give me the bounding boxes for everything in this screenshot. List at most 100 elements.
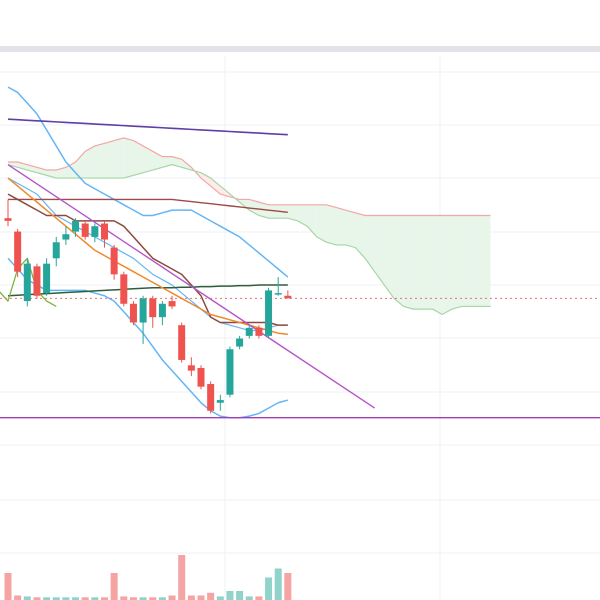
volume-bar xyxy=(43,597,51,600)
cloud-segment xyxy=(480,215,491,307)
candle-body xyxy=(284,295,292,299)
cloud-segment xyxy=(297,204,308,227)
cloud-segment xyxy=(432,215,443,315)
candle-body xyxy=(62,234,70,240)
cloud-segment xyxy=(345,210,356,248)
candle-body xyxy=(265,290,273,336)
volume-bar xyxy=(265,577,273,600)
cloud-segment xyxy=(316,204,327,243)
candle xyxy=(72,218,80,237)
cloud-segment xyxy=(210,178,221,195)
candle xyxy=(226,346,234,398)
candle xyxy=(149,295,157,328)
candle-body xyxy=(187,365,195,371)
candle xyxy=(178,322,186,363)
volume-bar xyxy=(33,597,41,600)
candle xyxy=(274,277,282,296)
candle-body xyxy=(139,298,147,323)
cloud-segment xyxy=(172,156,182,168)
candle-body xyxy=(236,338,244,347)
volume-bar xyxy=(255,596,263,600)
candle xyxy=(265,287,273,339)
candle-body xyxy=(207,384,215,411)
chikou-span-line xyxy=(0,257,57,308)
cloud-segment xyxy=(326,204,337,245)
candle xyxy=(216,394,224,411)
cloud-segment xyxy=(268,204,279,219)
ma-darkgreen-line xyxy=(7,284,288,297)
cloud-segment xyxy=(403,215,414,310)
cloud-segment xyxy=(114,137,124,179)
candles xyxy=(4,199,292,414)
descending-trendline xyxy=(7,164,376,409)
cloud-segment xyxy=(442,215,452,315)
volume-bar xyxy=(139,597,147,600)
candle xyxy=(236,335,244,350)
volume-bar xyxy=(216,596,224,600)
candle-body xyxy=(23,263,31,302)
cloud-segment xyxy=(461,215,472,307)
candle xyxy=(43,258,51,296)
senkou-span-b-line xyxy=(7,164,491,316)
candle xyxy=(139,295,147,344)
candle-body xyxy=(226,349,234,395)
candle xyxy=(284,290,292,299)
candle xyxy=(255,325,263,339)
grid xyxy=(0,56,600,600)
candle-body xyxy=(101,223,108,240)
candle-body xyxy=(158,303,166,318)
cloud-segment xyxy=(143,145,153,173)
volume-bar xyxy=(4,573,12,600)
volume-bar xyxy=(274,568,282,600)
indicator-lines xyxy=(0,86,600,419)
cloud-segment xyxy=(201,172,211,187)
volume-bar xyxy=(81,597,89,600)
candle-body xyxy=(255,327,263,336)
volume-bar xyxy=(149,597,157,600)
bollinger-upper-line xyxy=(7,86,289,278)
volume-bars xyxy=(4,555,292,600)
cloud-segment xyxy=(413,215,423,310)
candle-body xyxy=(168,301,176,307)
candle-body xyxy=(33,266,41,296)
volume-bar xyxy=(187,595,195,600)
cloud-segment xyxy=(287,204,298,221)
volume-bar xyxy=(197,595,205,600)
candle-body xyxy=(245,327,253,336)
candle xyxy=(158,301,166,326)
cloud-segment xyxy=(365,215,375,272)
volume-bar xyxy=(101,597,108,600)
cloud-segment xyxy=(422,215,433,310)
cloud-segment xyxy=(374,215,385,286)
candle xyxy=(110,244,118,280)
cloud-segment xyxy=(27,164,37,173)
candle xyxy=(4,199,12,227)
volume-bar xyxy=(62,597,70,600)
candle-body xyxy=(72,220,80,232)
toolbar-separator xyxy=(0,46,600,52)
cloud-segment xyxy=(56,167,66,179)
ichimoku-cloud xyxy=(7,137,491,316)
cloud-segment xyxy=(384,215,394,299)
candle-body xyxy=(197,367,205,387)
volume-bar xyxy=(207,592,215,600)
candle-body xyxy=(43,263,51,294)
candle xyxy=(62,226,70,245)
volume-bar xyxy=(178,555,186,600)
cloud-segment xyxy=(104,140,115,179)
candle-body xyxy=(129,303,137,323)
candle-body xyxy=(81,223,89,237)
candle-body xyxy=(91,226,99,237)
candle-body xyxy=(274,293,282,295)
cloud-segment xyxy=(94,143,105,179)
candle-body xyxy=(110,247,118,275)
cloud-segment xyxy=(336,207,346,245)
candle-body xyxy=(14,231,22,272)
volume-bar xyxy=(14,595,22,600)
candle xyxy=(14,228,22,278)
candle-body xyxy=(216,400,224,403)
candle xyxy=(33,263,41,299)
candle xyxy=(120,271,128,307)
